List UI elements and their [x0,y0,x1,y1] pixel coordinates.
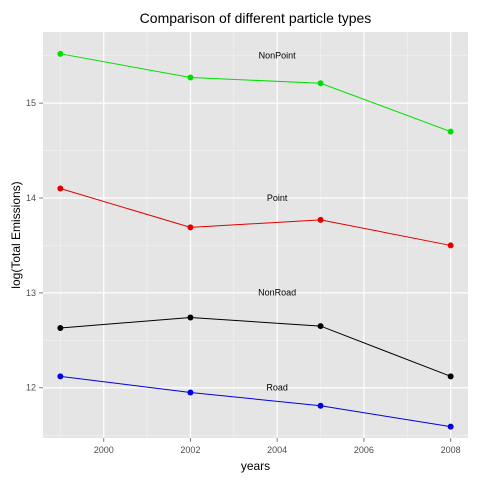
data-point-nonroad [187,314,194,321]
x-tick-label: 2006 [354,445,374,455]
chart-title: Comparison of different particle types [140,10,372,26]
plot-panel [43,32,468,438]
x-axis-label: years [241,459,270,473]
y-tick-label: 12 [26,383,36,393]
series-line-point [60,188,451,246]
data-point-point [447,242,454,249]
axis-ticks: 2000 2002 2004 2006 2008 12 13 14 15 [26,98,461,455]
x-tick-label: 2000 [94,445,114,455]
series-layer [57,50,454,430]
series-labels: NonPoint Point NonRoad Road [258,51,296,393]
data-point-point [187,224,194,231]
data-point-nonpoint [447,128,454,135]
series-label-road: Road [266,383,288,393]
y-tick-label: 15 [26,98,36,108]
data-point-road [317,402,324,409]
data-point-nonpoint [317,80,324,87]
major-gridlines [43,32,468,438]
data-point-nonroad [317,323,324,330]
series-line-nonpoint [60,53,451,133]
x-tick-label: 2002 [180,445,200,455]
data-point-point [57,185,64,192]
series-label-point: Point [267,193,288,203]
x-tick-label: 2008 [441,445,461,455]
data-point-nonroad [447,373,454,380]
data-point-nonroad [57,324,64,331]
series-label-nonpoint: NonPoint [259,51,297,61]
minor-gridlines [43,32,468,438]
series-label-nonroad: NonRoad [258,288,296,298]
data-point-road [187,389,194,396]
data-point-nonpoint [187,74,194,81]
series-line-nonroad [60,317,451,377]
data-point-road [57,373,64,380]
data-point-nonpoint [57,50,64,57]
data-point-point [317,216,324,223]
y-axis-label: log(Total Emissions) [9,181,23,288]
y-tick-label: 13 [26,288,36,298]
x-tick-label: 2004 [267,445,287,455]
data-point-road [447,423,454,430]
y-tick-label: 14 [26,193,36,203]
series-line-road [60,375,451,428]
